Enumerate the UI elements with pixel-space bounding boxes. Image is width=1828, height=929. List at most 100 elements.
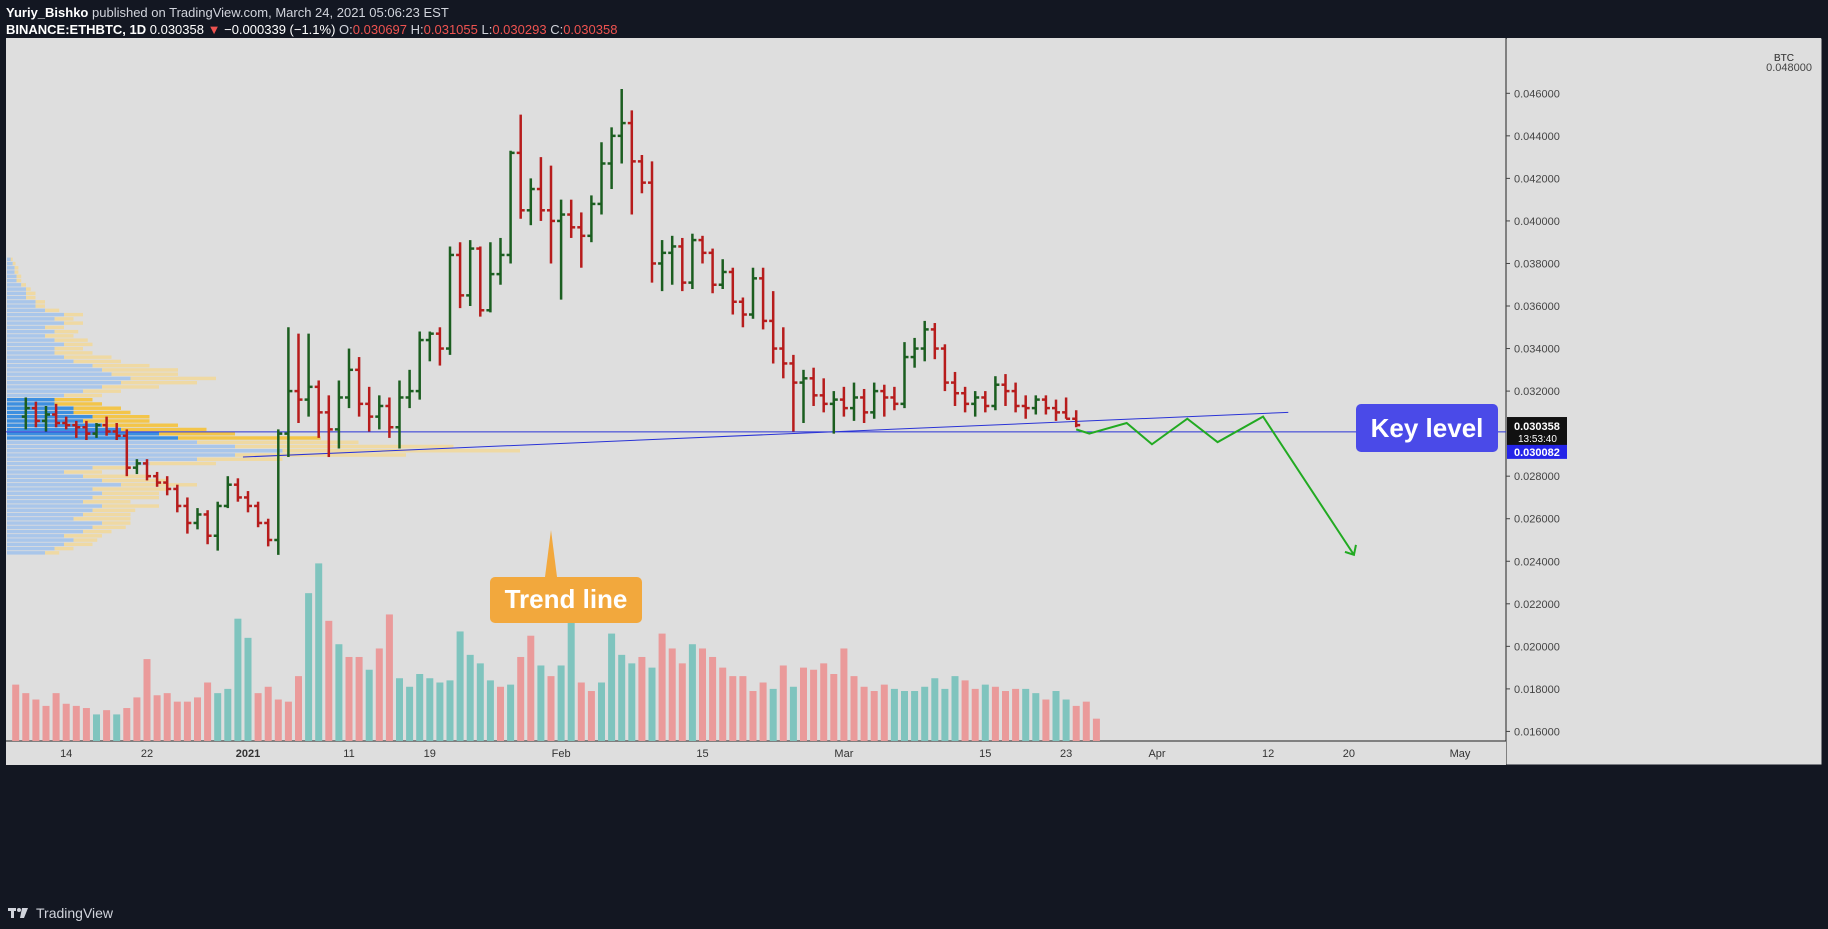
volume-bar — [507, 684, 515, 741]
volume-profile-bar — [235, 444, 454, 449]
ohlc-bar — [223, 476, 232, 509]
ohlc-bar — [425, 331, 434, 362]
projection-arrow-icon — [1344, 544, 1357, 557]
footer-brand[interactable]: TradingView — [8, 905, 113, 921]
volume-profile-bar — [7, 495, 93, 500]
volume-bar — [385, 614, 393, 741]
x-tick-label: 22 — [141, 748, 153, 760]
volume-profile-bar — [54, 329, 79, 334]
volume-profile-bar — [7, 355, 64, 359]
volume-bar — [32, 699, 40, 741]
ohlc-bar — [759, 267, 768, 330]
volume-profile-bar — [7, 317, 55, 321]
ohlc-bar — [1011, 382, 1020, 413]
volume-profile-bar — [111, 372, 178, 376]
volume-bar — [325, 620, 333, 741]
volume-bar — [658, 633, 666, 741]
volume-bar — [1042, 699, 1050, 741]
volume-bar — [133, 697, 141, 741]
volume-profile-bar — [7, 380, 121, 385]
y-tick-label: 0.038000 — [1514, 258, 1560, 270]
volume-profile-bar — [7, 487, 93, 491]
volume-profile-bar — [7, 325, 45, 330]
volume-profile-bar — [7, 500, 83, 504]
volume-bar — [779, 665, 787, 741]
symbol-label[interactable]: BINANCE:ETHBTC, 1D — [6, 22, 147, 37]
ohlc-bar — [72, 420, 81, 438]
ohlc-bar — [456, 242, 465, 309]
ohlc-bar — [42, 405, 50, 432]
ohlc-bar — [334, 380, 343, 449]
publish-line: Yuriy_Bishko published on TradingView.co… — [6, 4, 617, 21]
volume-bar — [759, 682, 767, 741]
volume-profile-bar — [54, 317, 74, 321]
volume-bar — [880, 684, 888, 741]
y-tick-label: 0.016000 — [1514, 726, 1560, 738]
volume-profile-bar — [83, 529, 112, 534]
volume-bar — [466, 654, 474, 741]
volume-profile-bar — [83, 389, 121, 393]
volume-bar — [991, 686, 999, 741]
ohlc-bar — [284, 327, 293, 458]
ohlc-bar — [536, 157, 545, 221]
volume-profile-bar — [7, 402, 55, 406]
ohlc-bar — [769, 291, 778, 364]
high-label: H: — [410, 22, 424, 37]
volume-profile-bar — [7, 504, 102, 508]
change-arrow-icon: ▼ — [207, 22, 221, 37]
volume-bar — [12, 684, 20, 741]
ohlc-bar — [244, 491, 252, 513]
volume-bar — [971, 688, 979, 741]
y-tick-label: 0.022000 — [1514, 599, 1560, 611]
volume-bar — [860, 686, 868, 741]
y-tick-label: 0.026000 — [1514, 514, 1560, 526]
volume-bar — [446, 680, 454, 741]
ohlc-bar — [930, 323, 939, 360]
volume-bar — [274, 699, 282, 741]
volume-bar — [82, 708, 90, 741]
key-level-tag — [1507, 444, 1567, 459]
volume-profile-bar — [83, 512, 131, 517]
volume-profile-bar — [7, 312, 64, 317]
volume-bars — [12, 563, 1100, 741]
volume-profile-bar — [64, 470, 102, 474]
volume-bar — [870, 691, 878, 741]
volume-profile-bar — [7, 529, 83, 534]
key-level-label-text: Key level — [1371, 413, 1484, 443]
volume-bar — [416, 673, 424, 741]
volume-profile-bar — [7, 423, 102, 427]
ohlc-bar — [597, 142, 606, 215]
ohlc-bar — [122, 429, 131, 477]
chart-header: Yuriy_Bishko published on TradingView.co… — [6, 4, 617, 38]
volume-bar — [901, 691, 908, 741]
ohlc-bar — [435, 327, 444, 366]
volume-bar — [345, 656, 353, 741]
currency-label: BTC — [1774, 53, 1794, 64]
ohlc-bar — [92, 423, 101, 438]
change-value: −0.000339 (−1.1%) — [224, 22, 336, 37]
volume-bar — [1012, 688, 1020, 741]
volume-profile-bar — [7, 534, 64, 538]
volume-bar — [618, 654, 626, 741]
ohlc-bar — [294, 333, 303, 424]
volume-profile-bar — [7, 478, 102, 483]
volume-bar — [1022, 688, 1030, 741]
y-tick-label: 0.044000 — [1514, 131, 1560, 143]
open-label: O: — [339, 22, 353, 37]
volume-bar — [183, 701, 191, 741]
volume-profile-bar — [64, 342, 93, 347]
volume-profile-bar — [7, 359, 74, 364]
x-tick-label: 23 — [1060, 748, 1072, 760]
volume-profile-bar — [83, 500, 131, 504]
ohlc-bar — [728, 267, 737, 315]
x-tick-label: 2021 — [236, 748, 260, 760]
ohlc-bar — [345, 348, 353, 409]
ohlc-bar — [920, 320, 929, 362]
author-name[interactable]: Yuriy_Bishko — [6, 5, 89, 20]
ohlc-bar — [52, 403, 61, 428]
ohlc-bar — [233, 478, 242, 502]
volume-profile-bar — [7, 491, 102, 496]
volume-profile-bar — [7, 444, 235, 449]
volume-bar — [365, 669, 373, 741]
